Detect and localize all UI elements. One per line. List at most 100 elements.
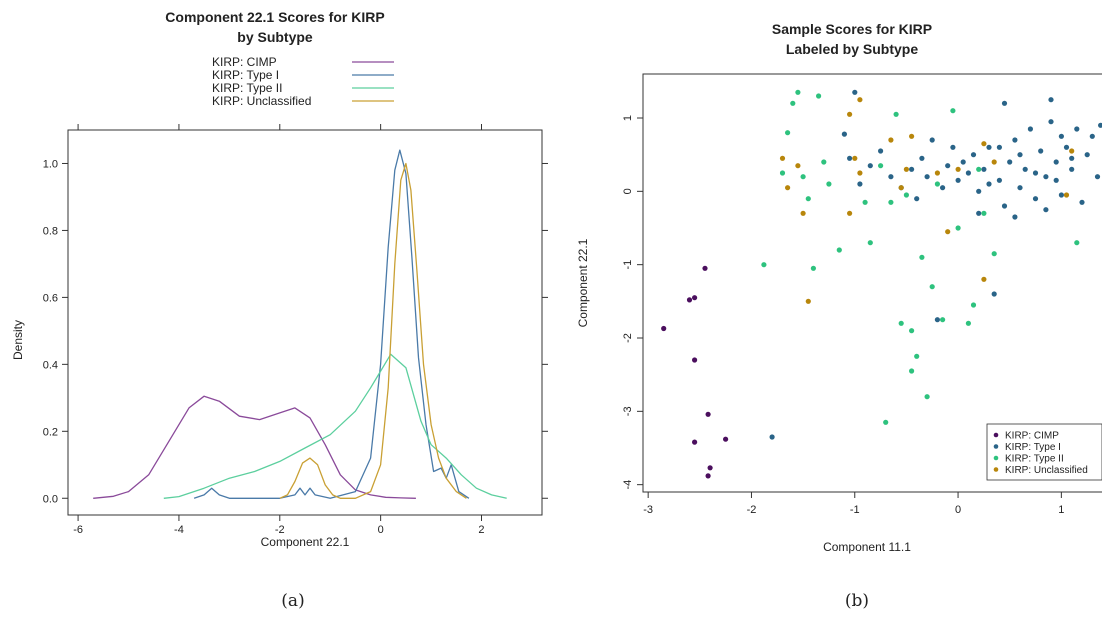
scatter-point bbox=[924, 394, 930, 400]
x-tick-label: -1 bbox=[850, 504, 860, 516]
density-x-axis: -6 -4 -2 0 2 bbox=[73, 124, 485, 536]
scatter-point bbox=[1074, 126, 1080, 132]
scatter-point bbox=[1012, 137, 1018, 143]
y-tick-label: 1.0 bbox=[43, 158, 58, 170]
scatter-point bbox=[965, 170, 972, 176]
y-tick-label: 0.0 bbox=[43, 493, 58, 505]
scatter-point bbox=[1069, 166, 1075, 172]
scatter-points-group bbox=[661, 89, 1102, 479]
scatter-point bbox=[841, 131, 848, 137]
scatter-point bbox=[816, 93, 822, 99]
scatter-point bbox=[996, 177, 1003, 183]
scatter-point bbox=[847, 210, 853, 216]
scatter-point bbox=[945, 163, 951, 169]
scatter-point bbox=[898, 320, 904, 326]
scatter-point bbox=[1022, 166, 1028, 172]
legend-label: KIRP: CIMP bbox=[1005, 431, 1059, 442]
density-chart-title: Component 22.1 Scores for KIRP bbox=[165, 9, 384, 25]
scatter-point bbox=[1017, 185, 1023, 191]
scatter-chart-subtitle: Labeled by Subtype bbox=[786, 41, 918, 57]
scatter-point bbox=[934, 317, 941, 323]
scatter-point bbox=[800, 210, 806, 216]
scatter-point bbox=[965, 320, 972, 326]
scatter-point bbox=[878, 148, 884, 154]
scatter-point bbox=[878, 163, 884, 169]
scatter-point bbox=[909, 166, 915, 172]
scatter-point bbox=[1027, 126, 1033, 132]
scatter-chart-title: Sample Scores for KIRP bbox=[772, 21, 932, 37]
scatter-point bbox=[800, 174, 806, 180]
legend-label: KIRP: Type I bbox=[1005, 442, 1061, 453]
legend-marker bbox=[993, 455, 999, 461]
scatter-point bbox=[1079, 199, 1085, 205]
scatter-point bbox=[686, 297, 693, 303]
scatter-point bbox=[705, 411, 711, 417]
y-tick-label: 0 bbox=[622, 188, 634, 194]
scatter-point bbox=[785, 130, 791, 136]
scatter-point bbox=[986, 144, 992, 150]
legend-label: KIRP: Type I bbox=[212, 68, 279, 82]
x-tick-label: 0 bbox=[378, 524, 384, 536]
scatter-point bbox=[1074, 240, 1080, 246]
scatter-point bbox=[857, 170, 863, 176]
scatter-point bbox=[888, 199, 894, 205]
scatter-point bbox=[981, 166, 987, 172]
scatter-point bbox=[1043, 207, 1049, 213]
scatter-point bbox=[836, 247, 842, 253]
scatter-legend-box bbox=[986, 423, 1102, 481]
scatter-point bbox=[790, 100, 796, 106]
scatter-point bbox=[852, 89, 858, 95]
scatter-point bbox=[761, 262, 767, 268]
scatter-point bbox=[852, 155, 858, 161]
legend-marker bbox=[993, 467, 999, 472]
scatter-point bbox=[924, 174, 930, 180]
scatter-point bbox=[1053, 159, 1059, 165]
scatter-point bbox=[692, 295, 698, 301]
scatter-point bbox=[1063, 144, 1070, 150]
density-chart: Component 22.1 Scores for KIRP by Subtyp… bbox=[11, 9, 548, 549]
x-tick-label: -6 bbox=[73, 524, 83, 536]
scatter-point bbox=[862, 199, 868, 205]
scatter-point bbox=[919, 254, 925, 260]
scatter-point bbox=[1017, 152, 1023, 158]
scatter-point bbox=[903, 192, 910, 198]
scatter-point bbox=[883, 419, 889, 425]
y-tick-label: 0.4 bbox=[43, 359, 58, 371]
scatter-point bbox=[945, 229, 951, 235]
scatter-point bbox=[1069, 148, 1075, 154]
scatter-point bbox=[950, 108, 956, 114]
scatter-point bbox=[919, 155, 925, 161]
scatter-point bbox=[810, 265, 817, 271]
density-series-line bbox=[193, 149, 470, 499]
scatter-point bbox=[950, 144, 956, 150]
scatter-point bbox=[1038, 148, 1044, 154]
scatter-point bbox=[986, 181, 992, 187]
scatter-point bbox=[888, 137, 894, 143]
scatter-point bbox=[785, 185, 791, 191]
scatter-point bbox=[707, 465, 713, 471]
scatter-point bbox=[996, 144, 1003, 150]
scatter-point bbox=[888, 174, 894, 180]
legend-marker bbox=[993, 444, 999, 449]
legend-label: KIRP: Unclassified bbox=[1005, 465, 1088, 476]
y-tick-label: -2 bbox=[622, 333, 634, 343]
density-plot-frame bbox=[67, 129, 543, 516]
scatter-point bbox=[909, 368, 915, 374]
scatter-point bbox=[914, 353, 920, 359]
x-tick-label: -2 bbox=[275, 524, 285, 536]
scatter-point bbox=[955, 225, 961, 231]
scatter-point bbox=[1058, 192, 1064, 198]
density-series-line bbox=[163, 353, 507, 499]
scatter-point bbox=[991, 159, 997, 165]
legend-marker bbox=[993, 432, 999, 438]
scatter-point bbox=[705, 473, 711, 479]
scatter-point bbox=[1032, 170, 1039, 176]
scatter-point bbox=[1063, 192, 1070, 198]
scatter-point bbox=[955, 166, 961, 172]
density-chart-subtitle: by Subtype bbox=[237, 29, 313, 45]
scatter-point bbox=[779, 155, 786, 161]
density-series-line bbox=[93, 395, 416, 499]
scatter-point bbox=[991, 251, 997, 257]
